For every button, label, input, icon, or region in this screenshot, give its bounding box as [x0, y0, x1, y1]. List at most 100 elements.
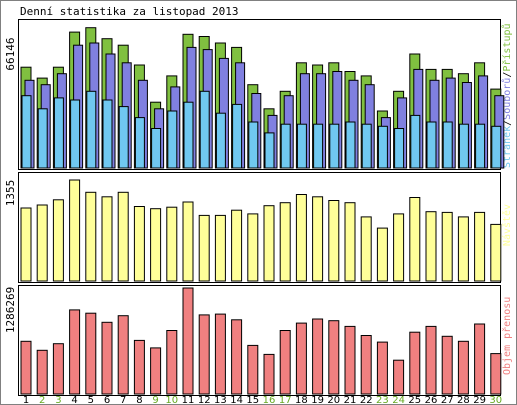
stranky-bar: [70, 99, 81, 169]
stranky-bar: [410, 114, 421, 169]
stranky-bar: [37, 108, 48, 169]
stranky-bar: [491, 125, 502, 169]
objem-bar: [279, 330, 291, 395]
navstevy-bar: [263, 205, 275, 282]
stranky-bar: [215, 112, 226, 169]
objem-bar: [214, 313, 226, 395]
navstevy-bar: [425, 211, 437, 282]
x-tick-label: 6: [104, 395, 110, 405]
x-tick-label: 15: [246, 395, 259, 405]
x-tick-label: 21: [344, 395, 357, 405]
navstevy-bar: [344, 202, 356, 282]
bottom-ymax-label: 1286269: [4, 287, 17, 333]
stranky-bar: [475, 123, 486, 169]
navstevy-bar: [490, 223, 502, 282]
navstevy-bar: [20, 207, 32, 282]
x-tick-label: 20: [327, 395, 340, 405]
middle-ymax-label: 1355: [4, 180, 17, 207]
x-tick-label: 9: [152, 395, 158, 405]
objem-bar: [393, 359, 405, 395]
stranky-bar: [280, 123, 291, 169]
x-tick-label: 22: [360, 395, 373, 405]
objem-bar: [360, 335, 372, 395]
objem-bar: [117, 315, 129, 395]
objem-bar: [101, 321, 113, 395]
x-tick-label: 27: [441, 395, 454, 405]
x-tick-label: 1: [23, 395, 29, 405]
stranky-bar: [151, 128, 162, 169]
objem-bar: [328, 320, 340, 395]
stranky-bar: [361, 123, 372, 169]
navstevy-bar: [150, 208, 162, 282]
legend-sep-1: /: [502, 120, 513, 126]
navstevy-bar: [457, 216, 469, 282]
objem-bar: [150, 347, 162, 395]
x-tick-label: 4: [71, 395, 77, 405]
x-tick-label: 23: [376, 395, 389, 405]
navstevy-bar: [247, 213, 259, 282]
navstevy-bar: [182, 201, 194, 282]
navstevy-bar: [85, 191, 97, 282]
stranky-bar: [264, 132, 275, 169]
objem-bar: [52, 343, 64, 395]
objem-bar: [312, 318, 324, 395]
navstevy-bar: [69, 179, 81, 282]
stranky-bar: [345, 121, 356, 169]
x-tick-label: 5: [88, 395, 94, 405]
x-tick-label: 26: [425, 395, 438, 405]
objem-bar: [474, 323, 486, 395]
x-tick-label: 13: [214, 395, 227, 405]
stranky-bar: [183, 101, 194, 169]
stranky-bar: [21, 95, 32, 169]
navstevy-bar: [117, 191, 129, 282]
objem-bar: [295, 322, 307, 395]
objem-bar: [85, 312, 97, 395]
navstevy-bar: [328, 200, 340, 282]
navstevy-bar: [409, 197, 421, 282]
x-tick-label: 11: [182, 395, 195, 405]
navstevy-bar: [312, 196, 324, 282]
objem-bar: [69, 309, 81, 395]
navstevy-bar: [376, 227, 388, 282]
objem-bar: [20, 340, 32, 395]
stranky-bar: [199, 90, 210, 169]
stranky-bar: [232, 103, 243, 169]
legend-pristupy: Přístupů: [501, 23, 513, 71]
stranky-bar: [248, 121, 259, 169]
objem-bar: [263, 353, 275, 395]
stranky-bar: [134, 117, 145, 169]
navstevy-bar: [214, 214, 226, 282]
objem-bar: [231, 319, 243, 395]
objem-bar: [441, 335, 453, 395]
x-tick-label: 12: [198, 395, 211, 405]
stranky-bar: [86, 90, 97, 169]
middle-legend: Návštěv: [501, 204, 513, 246]
x-tick-label: 29: [473, 395, 486, 405]
x-tick-label: 28: [457, 395, 470, 405]
x-tick-label: 16: [263, 395, 276, 405]
x-tick-label: 24: [392, 395, 405, 405]
stranky-bar: [167, 110, 178, 169]
objem-bar: [36, 349, 48, 395]
stranky-bar: [458, 123, 469, 169]
objem-bar: [247, 344, 259, 395]
stranky-bar: [442, 121, 453, 169]
objem-bar: [409, 331, 421, 395]
objem-bar: [376, 341, 388, 395]
stranky-bar: [394, 128, 405, 169]
objem-bar: [425, 325, 437, 395]
navstevy-bar: [36, 204, 48, 282]
x-tick-label: 10: [165, 395, 178, 405]
stranky-bar: [329, 123, 340, 169]
stranky-bar: [313, 123, 324, 169]
chart-title: Denní statistika za listopad 2013: [20, 5, 239, 18]
objem-bar: [182, 287, 194, 395]
navstevy-bar: [166, 206, 178, 282]
navstevy-bar: [198, 214, 210, 282]
stranky-bar: [426, 121, 437, 169]
bars-layer: [20, 27, 505, 395]
x-tick-label: 18: [295, 395, 308, 405]
navstevy-bar: [295, 194, 307, 282]
